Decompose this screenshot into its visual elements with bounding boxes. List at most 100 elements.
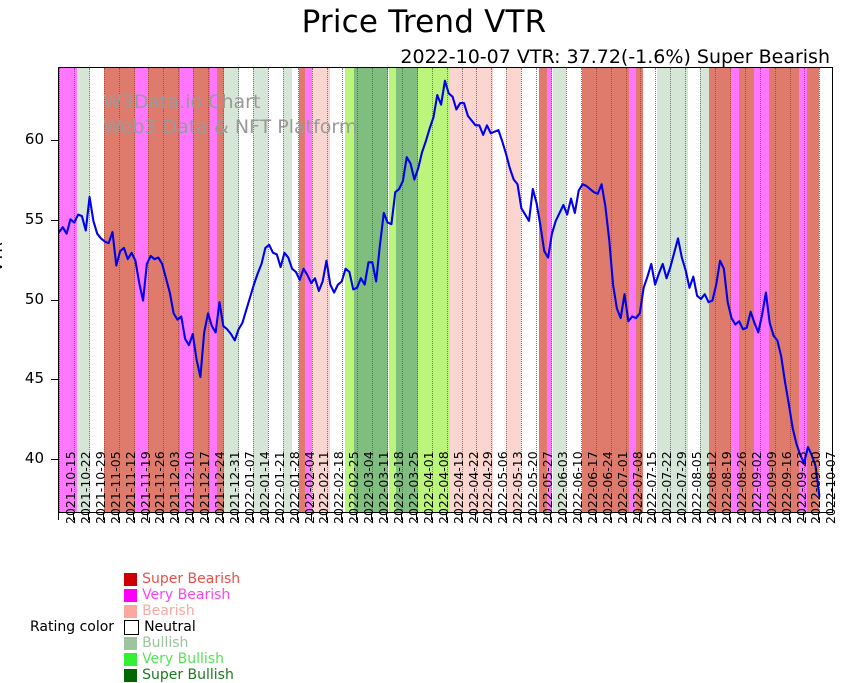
rating-band-very_bearish — [753, 68, 769, 512]
gridline — [88, 68, 90, 512]
y-tick-mark — [51, 379, 58, 381]
rating-band-super_bearish — [709, 68, 732, 512]
x-tick-label: 2021-11-05 — [107, 451, 123, 524]
x-tick-mark — [654, 513, 656, 520]
x-tick-label: 2022-03-04 — [361, 451, 377, 524]
legend-item-very-bearish[interactable]: Very Bearish — [124, 587, 240, 603]
x-tick-mark — [415, 513, 417, 520]
rating-band-neutral — [492, 68, 507, 512]
rating-band-neutral — [565, 68, 583, 512]
x-tick-mark — [58, 513, 59, 520]
x-tick-label: 2022-03-18 — [391, 451, 406, 524]
rating-band-bullish — [700, 68, 710, 512]
x-tick-mark — [311, 513, 313, 520]
legend-item-very-bullish[interactable]: Very Bullish — [124, 651, 240, 667]
y-axis-label: VTR — [0, 242, 6, 272]
legend-swatch-icon — [124, 668, 138, 682]
x-tick-label: 2021-12-24 — [212, 451, 228, 524]
rating-band-neutral — [688, 68, 701, 512]
legend-swatch-icon — [124, 636, 138, 650]
gridline — [59, 68, 60, 512]
rating-band-very_bullish — [388, 68, 396, 512]
gridline — [804, 68, 806, 512]
gridline — [431, 68, 433, 512]
rating-band-very_bearish — [628, 68, 636, 512]
x-tick-label: 2022-05-20 — [525, 451, 541, 524]
x-tick-mark — [445, 513, 447, 520]
page-title: Price Trend VTR — [301, 4, 547, 40]
legend-swatch-icon — [124, 572, 138, 586]
x-tick-label: 2022-07-15 — [644, 451, 660, 524]
gridline — [446, 68, 448, 512]
gridline — [744, 68, 746, 512]
rating-band-bullish_strong — [395, 68, 419, 512]
gridline — [491, 68, 493, 512]
legend-item-super-bullish[interactable]: Super Bullish — [124, 667, 240, 683]
gridline — [580, 68, 582, 512]
legend-label: Very Bearish — [142, 587, 231, 603]
gridline — [625, 68, 627, 512]
gridline — [610, 68, 612, 512]
gridline — [193, 68, 195, 512]
rating-band-neutral — [239, 68, 253, 512]
x-tick-mark — [788, 513, 790, 520]
gridline — [506, 68, 508, 512]
legend-title: Rating color — [30, 619, 115, 635]
x-tick-label: 2021-11-26 — [152, 451, 168, 524]
x-tick-mark — [579, 513, 581, 520]
x-tick-label: 2022-09-09 — [763, 451, 779, 524]
rating-band-very_bullish — [418, 68, 450, 512]
legend-items: Super Bearish Very Bearish Bearish Neutral B… — [124, 571, 249, 683]
rating-band-bullish — [76, 68, 91, 512]
rating-band-neutral — [267, 68, 283, 512]
x-tick-label: 2021-11-12 — [122, 451, 138, 524]
rating-band-very_bearish — [546, 68, 553, 512]
x-tick-label: 2022-06-24 — [599, 451, 615, 524]
x-tick-label: 2022-06-17 — [584, 451, 600, 524]
x-tick-mark — [773, 513, 775, 520]
gridline — [357, 68, 359, 512]
gridline — [655, 68, 657, 512]
rating-band-bullish — [252, 68, 268, 512]
x-tick-mark — [400, 513, 402, 520]
gridline — [565, 68, 567, 512]
x-tick-label: 2022-02-25 — [346, 451, 362, 524]
legend-label: Very Bullish — [142, 651, 224, 667]
x-tick-label: 2022-01-14 — [256, 451, 272, 524]
legend-item-bullish[interactable]: Bullish — [124, 635, 240, 651]
x-tick-mark — [266, 513, 268, 520]
x-tick-mark — [326, 513, 328, 520]
rating-band-bearish — [449, 68, 462, 512]
x-tick-mark — [236, 513, 238, 520]
legend-item-bearish[interactable]: Bearish — [124, 603, 240, 619]
legend-label: Neutral — [144, 619, 196, 635]
rating-band-super_bearish — [217, 68, 225, 512]
y-tick-mark — [51, 140, 58, 142]
x-tick-mark — [684, 513, 686, 520]
rating-band-super_bearish — [738, 68, 754, 512]
gridline — [729, 68, 731, 512]
rating-band-bullish_strong — [354, 68, 389, 512]
legend-item-super-bearish[interactable]: Super Bearish — [124, 571, 240, 587]
x-tick-mark — [222, 513, 223, 520]
x-tick-label: 2022-08-26 — [733, 451, 749, 524]
legend: Rating color Super Bearish Very Bearish Be… — [30, 571, 249, 683]
legend-item-neutral[interactable]: Neutral — [124, 619, 240, 635]
gridline — [387, 68, 388, 512]
x-tick-mark — [743, 513, 745, 520]
x-tick-mark — [714, 513, 716, 520]
y-tick-label: 60 — [24, 130, 44, 149]
x-tick-label: 2022-03-11 — [376, 451, 392, 524]
rating-band-very_bearish — [179, 68, 194, 512]
rating-band-neutral — [521, 68, 540, 512]
gridline — [372, 68, 374, 512]
rating-band-bullish — [224, 68, 240, 512]
gridline — [208, 68, 210, 512]
rating-band-super_bearish — [539, 68, 547, 512]
vtr-line-series — [59, 79, 821, 498]
x-tick-mark — [564, 513, 566, 520]
x-tick-mark — [550, 513, 552, 520]
gridline — [819, 68, 821, 512]
x-tick-label: 2022-08-05 — [689, 451, 705, 524]
x-tick-mark — [192, 513, 194, 520]
